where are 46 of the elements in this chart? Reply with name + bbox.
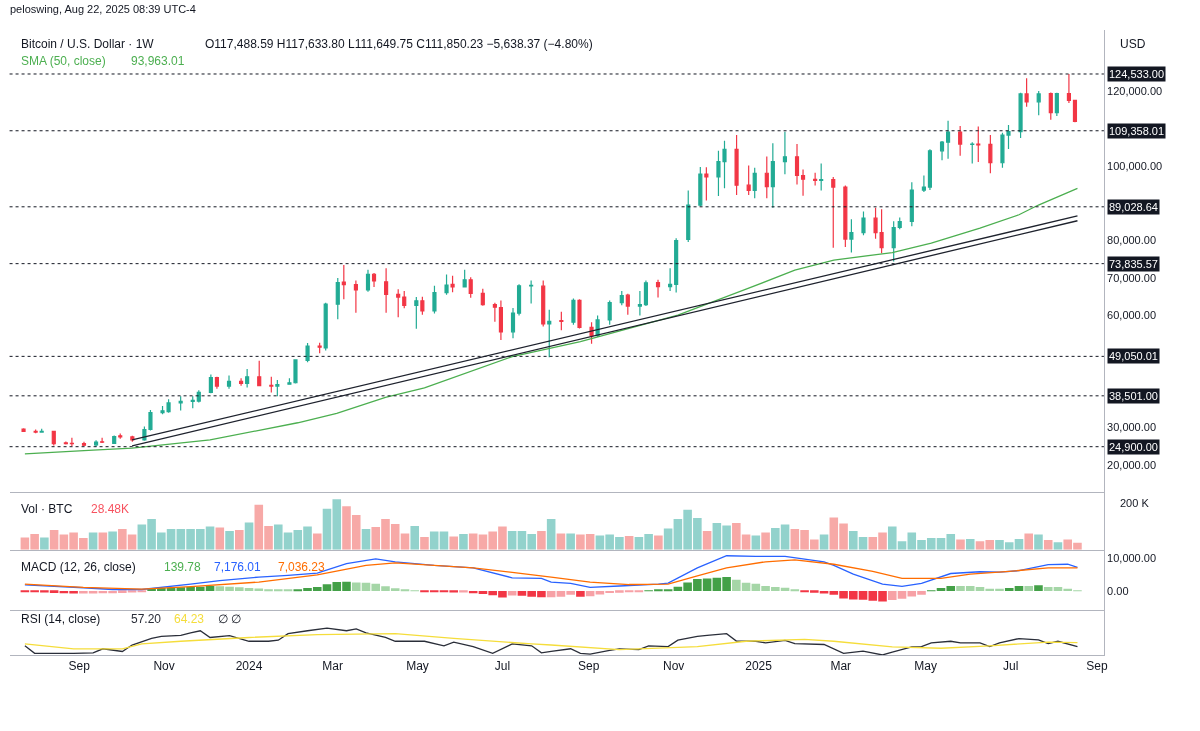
x-tick-label: Mar bbox=[830, 659, 852, 674]
text: 64.23 bbox=[174, 612, 205, 626]
x-tick-label: 2024 bbox=[235, 659, 263, 674]
x-tick-label: May bbox=[914, 659, 938, 674]
x-tick-label: 2025 bbox=[745, 659, 773, 674]
annotation: 28.48K bbox=[91, 502, 130, 516]
x-tick-label: Nov bbox=[663, 659, 685, 674]
y-tick-label: 0.00 bbox=[1107, 584, 1129, 597]
ref-line-label: 109,358.01 bbox=[1109, 125, 1165, 137]
text: MACD (12, 26, close) bbox=[21, 560, 136, 574]
ref-line-label: 24,900.00 bbox=[1109, 441, 1158, 453]
annotation: 7,176.01 bbox=[214, 560, 262, 574]
x-tick-label: Jul bbox=[494, 659, 511, 674]
y-tick-label: 80,000.00 bbox=[1107, 234, 1157, 247]
text: 200 K bbox=[1120, 497, 1150, 509]
y-tick-label: 60,000.00 bbox=[1107, 309, 1157, 322]
ref-line-label: 124,533.00 bbox=[1109, 68, 1165, 80]
text: 57.20 bbox=[131, 612, 162, 626]
annotation: 7,036.23 bbox=[278, 560, 326, 574]
x-tick-label: Sep bbox=[68, 659, 91, 674]
text: USD bbox=[1120, 37, 1146, 51]
y-tick-label: 120,000.00 bbox=[1107, 84, 1163, 97]
text: peloswing, Aug 22, 2025 08:39 UTC-4 bbox=[10, 3, 196, 15]
x-tick-label: Mar bbox=[322, 659, 343, 674]
annotation: 139.78 bbox=[164, 560, 202, 574]
text: SMA (50, close) bbox=[21, 54, 106, 68]
text: Bitcoin / U.S. Dollar · 1W bbox=[21, 37, 155, 51]
x-tick-label: Nov bbox=[153, 659, 175, 674]
annotation: 93,963.01 bbox=[131, 54, 185, 68]
chart-title: Vol · BTC bbox=[21, 502, 73, 516]
y-tick-label: 70,000.00 bbox=[1107, 271, 1157, 284]
y-tick-label: 100,000.00 bbox=[1107, 159, 1163, 172]
ref-line-label: 89,028.64 bbox=[1109, 201, 1158, 213]
x-tick-label: Jul bbox=[1002, 659, 1019, 674]
annotation: O117,488.59 H117,633.80 L111,649.75 C111,850.23 −5,638.37 (−4.80%) bbox=[205, 37, 593, 51]
ref-line-label: 38,501.00 bbox=[1109, 390, 1158, 402]
y-tick-label: 30,000.00 bbox=[1107, 421, 1157, 434]
x-tick-label: May bbox=[406, 659, 429, 674]
x-tick-label: Sep bbox=[1086, 659, 1108, 674]
ref-line-label: 73,835.57 bbox=[1109, 258, 1158, 270]
ref-line-label: 49,050.01 bbox=[1109, 350, 1158, 362]
y-tick-label: 10,000.00 bbox=[1107, 551, 1157, 564]
chart-title: RSI (14, close) bbox=[21, 612, 101, 626]
y-tick-label: 20,000.00 bbox=[1107, 458, 1157, 471]
text: ∅ ∅ bbox=[218, 612, 242, 626]
x-tick-label: Sep bbox=[578, 659, 600, 674]
